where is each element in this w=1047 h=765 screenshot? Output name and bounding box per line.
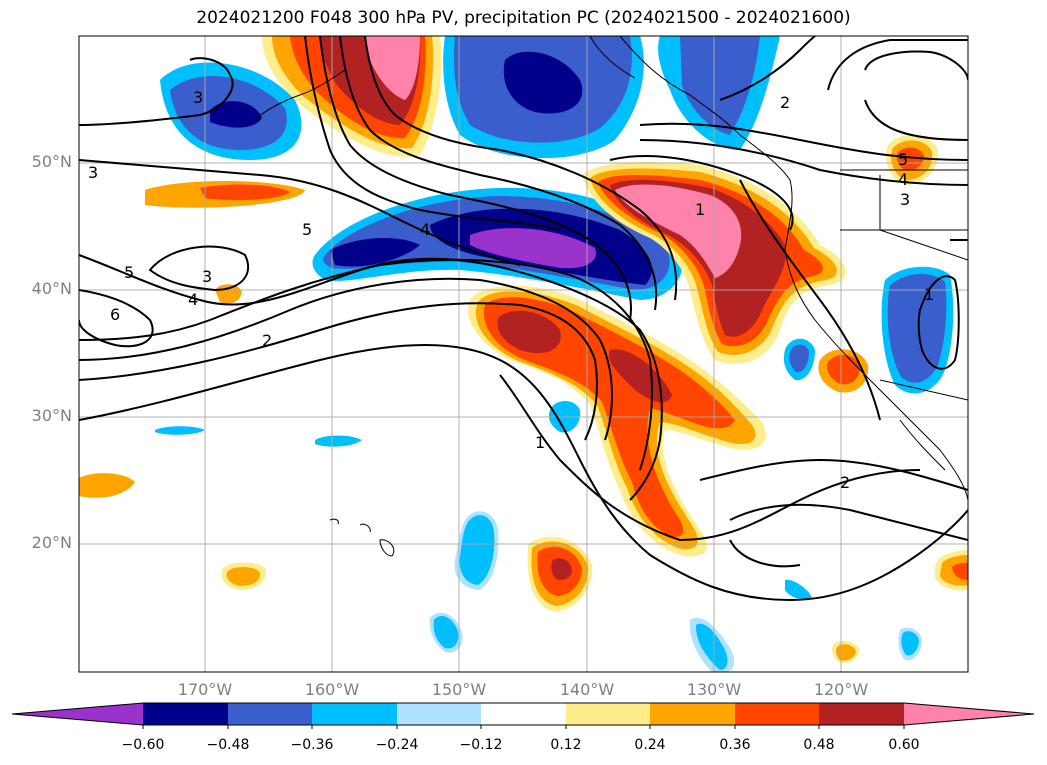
contour-label: 1 xyxy=(695,200,705,219)
contour-label: 5 xyxy=(302,220,312,239)
contour-label: 2 xyxy=(262,331,272,350)
lon-label: 130°W xyxy=(686,680,742,699)
colorbar-tick-label: 0.12 xyxy=(550,737,582,753)
contour-label: 5 xyxy=(898,150,908,169)
lat-label: 40°N xyxy=(31,279,72,298)
lat-label: 50°N xyxy=(31,152,72,171)
precip-fills xyxy=(79,36,968,672)
colorbar-extend-low xyxy=(12,703,143,725)
contour-label: 3 xyxy=(202,267,212,286)
lon-label: 140°W xyxy=(559,680,615,699)
contour-label: 3 xyxy=(193,88,203,107)
chart-title: 2024021200 F048 300 hPa PV, precipitatio… xyxy=(196,8,851,28)
coastlines xyxy=(254,36,968,557)
contour-label: 2 xyxy=(840,473,850,492)
colorbar-tick-label: −0.24 xyxy=(375,737,419,753)
colorbar-tick-label: 0.36 xyxy=(719,737,751,753)
lon-label: 150°W xyxy=(431,680,487,699)
contour-label: 1 xyxy=(535,433,545,452)
contour-label: 2 xyxy=(780,93,790,112)
map-frame xyxy=(78,35,969,673)
lon-label: 170°W xyxy=(177,680,233,699)
colorbar-tick-label: 0.60 xyxy=(888,737,920,753)
colorbar-tick-label: −0.60 xyxy=(121,737,165,753)
colorbar-tick-label: −0.36 xyxy=(290,737,334,753)
lat-label: 30°N xyxy=(31,406,72,425)
contour-label: 3 xyxy=(900,190,910,209)
contour-label: 4 xyxy=(898,170,908,189)
contour-label: 6 xyxy=(110,305,120,324)
colorbar-tick-label: −0.12 xyxy=(459,737,503,753)
lon-label: 120°W xyxy=(813,680,869,699)
contour-label: 4 xyxy=(188,290,198,309)
contour-label: 5 xyxy=(124,263,134,282)
colorbar-tick-label: 0.48 xyxy=(803,737,835,753)
pv-contours xyxy=(79,36,968,602)
contour-label: 3 xyxy=(88,163,98,182)
colorbar xyxy=(11,702,1035,729)
colorbar-tick-label: −0.48 xyxy=(206,737,250,753)
colorbar-extend-high xyxy=(904,703,1034,725)
colorbar-tick-label: 0.24 xyxy=(634,737,666,753)
gridlines xyxy=(79,36,968,672)
lon-label: 160°W xyxy=(304,680,360,699)
contour-label: 1 xyxy=(924,285,934,304)
lat-label: 20°N xyxy=(31,533,72,552)
contour-labels: 6 5 5 5 4 4 4 3 3 3 3 2 2 2 1 1 1 xyxy=(88,88,934,492)
contour-label: 4 xyxy=(420,220,430,239)
